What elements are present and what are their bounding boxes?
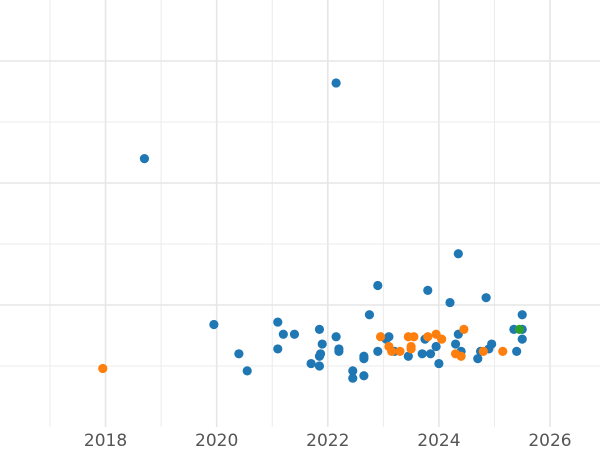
data-point — [348, 373, 358, 383]
grid-layer — [0, 0, 600, 427]
data-point — [331, 332, 341, 342]
data-point — [478, 346, 488, 356]
data-point — [445, 297, 455, 308]
data-point — [234, 349, 244, 359]
data-point — [481, 293, 491, 303]
data-point — [359, 371, 369, 381]
data-point — [395, 346, 405, 356]
data-point — [487, 339, 497, 349]
data-point — [423, 332, 433, 342]
data-point — [512, 346, 522, 356]
data-point — [315, 349, 326, 359]
data-point — [473, 354, 483, 364]
data-point — [348, 366, 358, 376]
x-tick-label: 2026 — [528, 431, 571, 450]
data-point — [498, 346, 508, 356]
points-layer — [98, 78, 527, 383]
data-point — [434, 358, 444, 369]
data-point — [517, 310, 527, 320]
data-point — [450, 339, 461, 349]
data-point — [375, 332, 386, 342]
data-point — [373, 346, 383, 356]
data-point — [359, 351, 369, 361]
x-tick-label: 2022 — [306, 431, 349, 450]
data-point — [453, 249, 463, 259]
data-point — [273, 317, 283, 327]
data-point — [459, 324, 469, 334]
data-point — [139, 154, 150, 164]
x-tick-labels: 2018 2020 2022 2024 2026 — [84, 431, 572, 450]
x-tick-label: 2018 — [84, 431, 127, 450]
data-point — [517, 334, 527, 344]
data-point — [242, 366, 252, 376]
data-point — [409, 332, 419, 342]
data-point — [314, 361, 325, 371]
data-point — [331, 78, 341, 88]
data-point — [423, 285, 433, 295]
data-point — [334, 346, 344, 356]
data-point — [425, 349, 436, 359]
data-point — [431, 341, 441, 352]
data-point — [98, 363, 108, 374]
x-tick-label: 2020 — [195, 431, 238, 450]
data-point — [437, 334, 447, 344]
data-point — [209, 319, 219, 330]
data-point — [456, 351, 466, 361]
data-point — [273, 344, 283, 354]
data-point — [373, 280, 383, 291]
data-point — [514, 324, 525, 334]
data-point — [314, 324, 325, 334]
data-point — [364, 310, 375, 320]
data-point — [317, 339, 327, 349]
data-point — [306, 358, 316, 369]
data-point — [278, 329, 288, 339]
x-tick-label: 2024 — [417, 431, 460, 450]
data-point — [417, 349, 427, 359]
data-point — [406, 341, 416, 352]
data-point — [403, 351, 413, 361]
data-point — [289, 329, 300, 339]
data-point — [387, 346, 397, 356]
